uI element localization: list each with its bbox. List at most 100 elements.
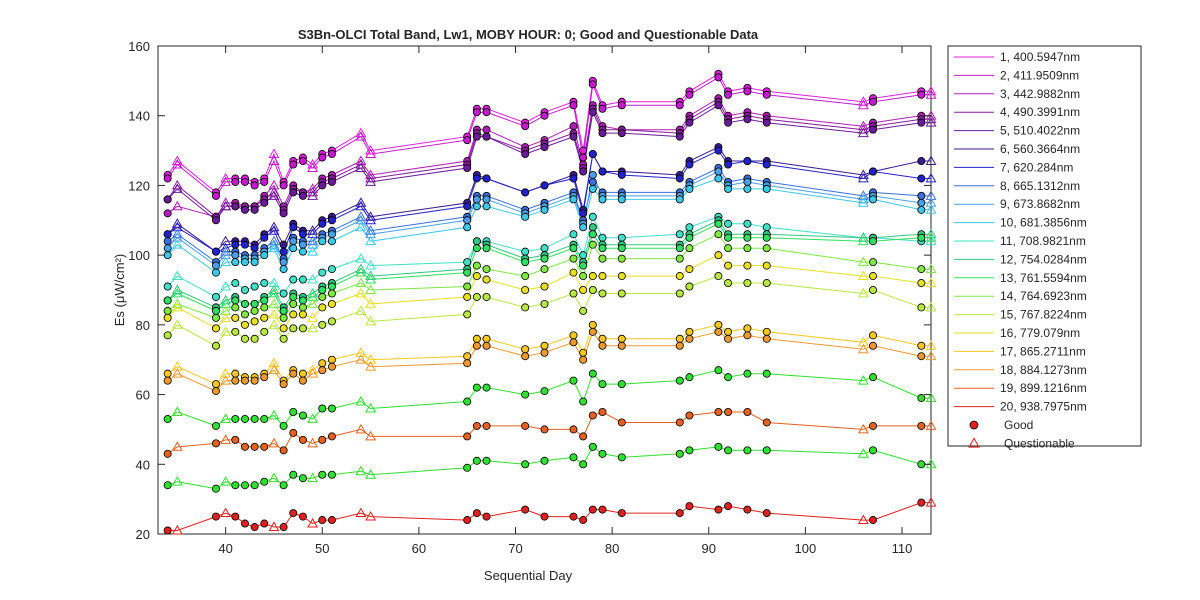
questionable-point [307,246,319,256]
good-point [917,341,926,350]
questionable-point [220,172,232,183]
good-point [617,272,626,281]
y-tick-label: 40 [136,457,150,472]
good-point [762,118,771,127]
good-point [579,306,588,315]
marker-layer [163,69,937,535]
good-point [163,209,172,218]
questionable-point [268,437,280,448]
good-point [579,153,588,162]
x-tick-label: 100 [795,541,817,556]
good-point [917,394,926,403]
series-markers-2 [163,73,937,200]
legend-label-1: 1, 400.5947nm [1000,50,1080,64]
legend-label-12: 12, 754.0284nm [1000,252,1087,266]
good-point [743,219,752,228]
questionable-point [355,305,367,315]
good-point [260,414,269,423]
questionable-point [171,287,183,298]
good-point [588,327,597,336]
good-point [521,212,530,221]
good-point [743,331,752,340]
questionable-point [268,472,280,483]
good-point [327,516,336,525]
good-point [617,195,626,204]
good-point [569,289,578,298]
good-point [260,313,269,322]
x-axis-label: Sequential Day [484,568,573,583]
good-point [298,247,307,256]
good-point [240,205,249,214]
good-point [588,411,597,420]
questionable-point [220,507,232,518]
good-point [163,313,172,322]
series-markers-11 [163,212,937,301]
questionable-point [268,225,280,235]
good-point [279,481,288,490]
good-point [588,505,597,514]
good-point [463,282,472,291]
questionable-point [268,221,280,232]
good-point [917,174,926,183]
good-point [482,383,491,392]
good-point [869,373,878,382]
good-point [482,265,491,274]
questionable-point [355,197,367,207]
good-point [482,334,491,343]
good-point [762,261,771,270]
good-point [463,432,472,441]
good-point [327,282,336,291]
legend-questionable-label: Questionable [1004,436,1075,450]
good-point [260,442,269,451]
good-point [714,327,723,336]
questionable-point [307,413,319,423]
questionable-point [268,287,280,298]
good-point [163,526,172,535]
good-point [211,341,220,350]
questionable-point [925,117,937,127]
good-point [318,237,327,246]
good-point [298,296,307,305]
good-point [211,247,220,256]
good-point [318,435,327,444]
good-point [540,512,549,521]
good-point [472,334,481,343]
questionable-point [307,225,319,235]
questionable-point [171,200,183,211]
legend-label-17: 17, 865.2711nm [1000,344,1086,358]
good-point [289,470,298,479]
questionable-point [307,162,319,172]
good-point [588,240,597,249]
legend-label-18: 18, 884.1273nm [1000,363,1087,377]
good-point [472,237,481,246]
questionable-point [220,200,232,211]
good-point [318,292,327,301]
good-point [482,202,491,211]
good-point [579,272,588,281]
series-markers-14 [163,230,937,322]
good-point [724,407,733,416]
questionable-point [857,235,869,246]
good-point [472,261,481,270]
good-point [211,512,220,521]
good-point [675,334,684,343]
series-markers-15 [163,272,937,350]
good-point [327,362,336,371]
questionable-point [925,497,937,507]
good-point [675,289,684,298]
good-point [714,272,723,281]
good-point [298,240,307,249]
good-point [685,334,694,343]
good-point [675,254,684,263]
good-point [588,272,597,281]
good-point [869,272,878,281]
good-point [579,167,588,176]
good-point [743,115,752,124]
good-point [298,324,307,333]
questionable-point [857,197,869,207]
good-point [250,258,259,267]
good-point [231,327,240,336]
good-point [260,327,269,336]
good-point [598,380,607,389]
good-point [318,285,327,294]
